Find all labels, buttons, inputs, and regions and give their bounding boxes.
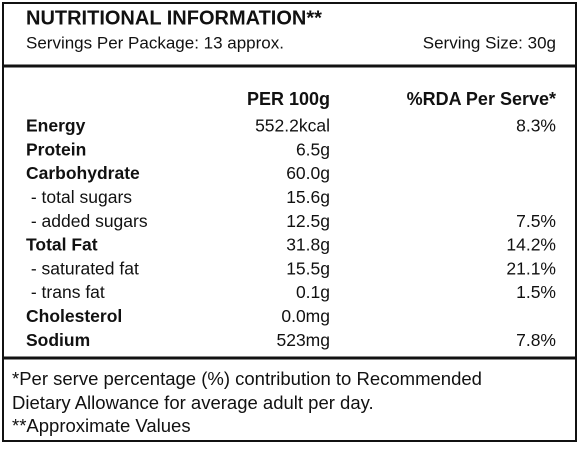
label-border: [2, 2, 577, 442]
nutrient-name: Total Fat: [26, 235, 98, 255]
per-100g-value: 552.2kcal: [255, 116, 330, 136]
nutrient-name: - added sugars: [26, 211, 148, 231]
rda-value: 7.5%: [516, 211, 556, 231]
nutrient-name: - total sugars: [26, 187, 132, 207]
nutrient-name: - saturated fat: [26, 258, 139, 278]
footnote: Dietary Allowance for average adult per …: [12, 392, 374, 413]
nutrient-name: Protein: [26, 139, 86, 159]
per-100g-value: 15.6g: [286, 187, 330, 207]
rda-value: 7.8%: [516, 330, 556, 350]
per-100g-value: 0.1g: [296, 282, 330, 302]
nutrient-name: Energy: [26, 116, 86, 136]
rda-value: 8.3%: [516, 116, 556, 136]
per-100g-value: 523mg: [276, 330, 330, 350]
servings-per-package: Servings Per Package: 13 approx.: [26, 33, 284, 52]
per-100g-value: 60.0g: [286, 163, 330, 183]
label-title: NUTRITIONAL INFORMATION**: [26, 7, 322, 29]
rda-value: 14.2%: [506, 235, 556, 255]
nutrient-name: - trans fat: [26, 282, 105, 302]
per-100g-value: 15.5g: [286, 258, 330, 278]
column-header: PER 100g: [247, 89, 330, 109]
nutrient-name: Carbohydrate: [26, 163, 140, 183]
per-100g-value: 12.5g: [286, 211, 330, 231]
per-100g-value: 31.8g: [286, 235, 330, 255]
rda-value: 1.5%: [516, 282, 556, 302]
footnote: **Approximate Values: [12, 415, 191, 436]
serving-size: Serving Size: 30g: [423, 33, 556, 52]
footnote: *Per serve percentage (%) contribution t…: [12, 368, 482, 389]
rda-value: 21.1%: [506, 258, 556, 278]
nutrient-name: Sodium: [26, 330, 90, 350]
nutrient-name: Cholesterol: [26, 306, 122, 326]
per-100g-value: 6.5g: [296, 139, 330, 159]
column-header: %RDA Per Serve*: [407, 89, 556, 109]
per-100g-value: 0.0mg: [281, 306, 330, 326]
